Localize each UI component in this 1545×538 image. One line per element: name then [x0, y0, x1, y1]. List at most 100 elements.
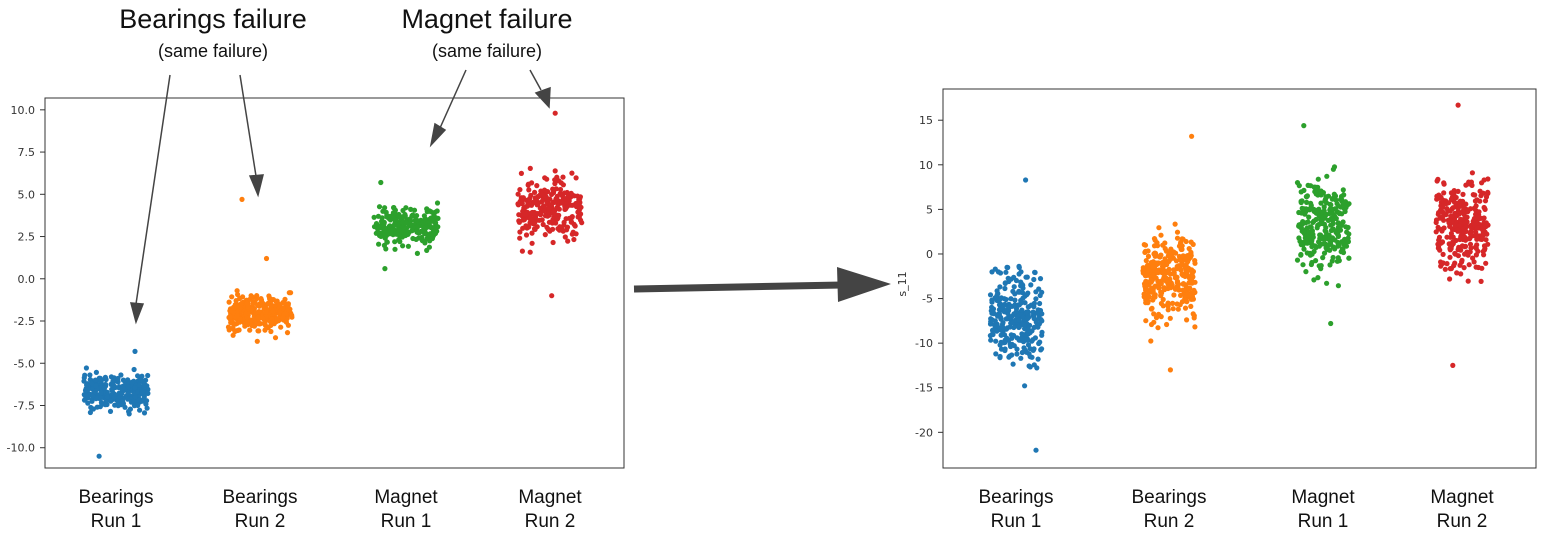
data-point	[1024, 349, 1030, 355]
data-point	[1034, 365, 1040, 371]
data-point	[1316, 243, 1322, 249]
data-point	[1327, 262, 1333, 268]
data-point	[1485, 190, 1491, 196]
data-point	[563, 205, 569, 211]
data-point	[403, 220, 409, 226]
data-point	[1447, 266, 1453, 272]
data-point	[576, 197, 582, 203]
data-point	[1440, 209, 1446, 215]
y-tick-label: 5	[926, 203, 933, 216]
data-point	[284, 330, 291, 336]
data-point	[1301, 206, 1307, 212]
data-point	[534, 183, 540, 189]
data-point	[1148, 277, 1154, 283]
data-point	[1146, 294, 1152, 300]
data-point	[1167, 256, 1173, 262]
data-point	[1477, 198, 1483, 204]
data-point	[1020, 295, 1026, 301]
data-point	[115, 375, 121, 382]
data-point	[126, 408, 132, 415]
data-point	[410, 235, 416, 242]
data-point	[239, 300, 245, 306]
data-point	[397, 238, 403, 245]
data-point	[1037, 300, 1043, 307]
data-point	[1320, 216, 1326, 222]
data-point	[1023, 177, 1029, 183]
data-point	[997, 284, 1003, 290]
data-point	[1481, 205, 1488, 211]
data-point	[408, 206, 414, 212]
data-point	[1192, 289, 1198, 295]
data-point	[85, 400, 91, 406]
data-point	[1335, 220, 1341, 226]
data-point	[256, 328, 262, 334]
data-point	[534, 224, 540, 230]
data-point	[1020, 314, 1026, 320]
annotation-arrowhead-bearings-run1	[130, 302, 145, 325]
y-tick-label: 0	[926, 248, 933, 261]
data-point	[515, 201, 521, 207]
data-point	[1447, 276, 1453, 282]
data-point	[1018, 355, 1024, 361]
data-point	[545, 189, 551, 195]
data-point	[421, 220, 427, 226]
data-point	[1177, 257, 1183, 263]
data-point	[87, 372, 93, 378]
data-point	[557, 191, 563, 197]
data-point	[998, 339, 1004, 345]
data-point	[1009, 313, 1016, 319]
data-point	[394, 222, 401, 228]
data-point	[564, 224, 571, 230]
data-point	[1192, 260, 1198, 266]
data-point	[1012, 302, 1018, 308]
data-point	[1439, 261, 1445, 267]
data-point	[536, 217, 542, 223]
data-point	[1163, 248, 1169, 254]
data-point	[523, 232, 530, 238]
data-point	[1447, 223, 1453, 229]
data-point	[1313, 216, 1319, 223]
data-point	[237, 295, 243, 302]
data-point	[273, 298, 279, 304]
data-point	[1182, 305, 1189, 311]
data-point	[1192, 324, 1198, 330]
data-point	[1304, 194, 1310, 200]
data-point	[400, 214, 407, 220]
data-point	[83, 365, 89, 371]
data-point	[1330, 217, 1336, 223]
data-point	[119, 398, 125, 404]
data-point	[1461, 265, 1467, 271]
data-point	[1168, 246, 1174, 252]
data-point	[1294, 257, 1301, 263]
data-point	[1167, 315, 1173, 321]
data-point	[1148, 321, 1155, 328]
data-point	[552, 110, 558, 116]
data-point	[93, 396, 99, 402]
data-point	[1338, 196, 1344, 203]
data-point	[989, 297, 995, 303]
data-point	[139, 389, 145, 395]
data-point	[1435, 241, 1441, 247]
right-y-axis-label: s_11	[896, 271, 909, 296]
x-category-label: Magnet Run 1	[374, 487, 438, 532]
data-point	[1159, 290, 1165, 296]
data-point	[1305, 182, 1311, 188]
data-point	[1142, 242, 1149, 248]
data-point	[120, 385, 126, 391]
data-point	[568, 190, 574, 196]
data-point	[1035, 324, 1041, 330]
data-point	[226, 299, 232, 305]
data-point	[1156, 260, 1162, 266]
data-point	[1028, 282, 1034, 288]
data-point	[557, 186, 564, 193]
data-point	[1465, 252, 1471, 258]
data-point	[1023, 274, 1029, 280]
data-point	[1457, 203, 1463, 209]
data-point	[1323, 194, 1329, 200]
data-point	[382, 266, 388, 272]
data-point	[1300, 242, 1306, 248]
data-point	[1159, 260, 1165, 266]
data-point	[529, 240, 535, 246]
data-point	[432, 209, 438, 215]
